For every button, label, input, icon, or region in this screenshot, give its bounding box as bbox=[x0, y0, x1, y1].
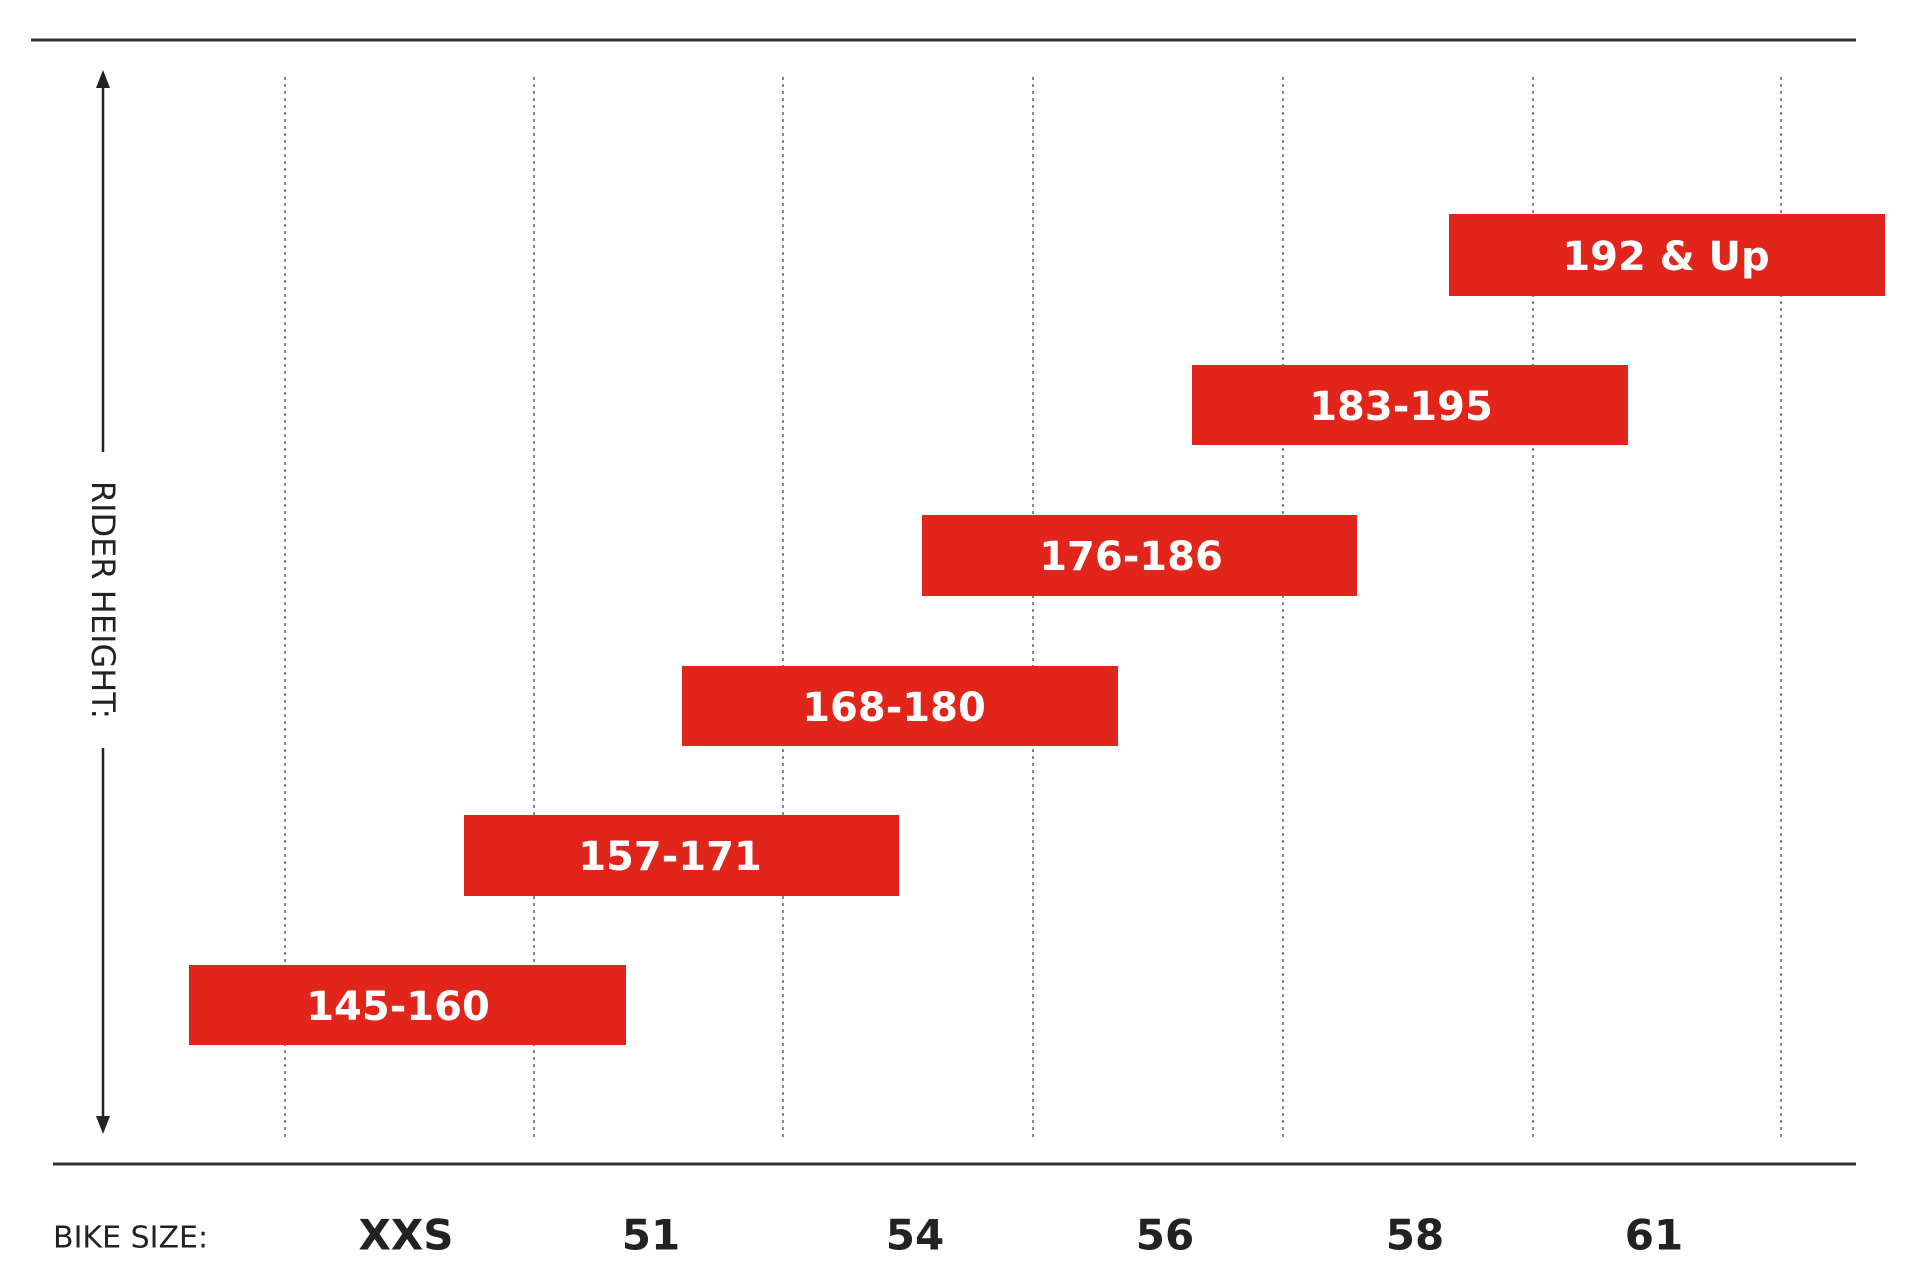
axis-label: RIDER HEIGHT: bbox=[84, 481, 122, 719]
size-label: BIKE SIZE: bbox=[53, 1221, 208, 1256]
size: 54 bbox=[886, 1211, 944, 1260]
range-label: 157-171 bbox=[578, 834, 762, 880]
range-label: 145-160 bbox=[306, 984, 490, 1030]
size: 61 bbox=[1625, 1211, 1683, 1260]
range-label: 176-186 bbox=[1039, 534, 1223, 580]
size: 58 bbox=[1386, 1211, 1444, 1260]
size: 51 bbox=[622, 1211, 680, 1260]
arrow-head bbox=[96, 70, 110, 88]
range-bar bbox=[1449, 214, 1885, 296]
range-bar bbox=[1192, 365, 1628, 445]
bars: 145-160 157-171 168-180 176-186 183-195 … bbox=[189, 214, 1885, 1045]
height-arrow: RIDER HEIGHT: bbox=[84, 70, 122, 1134]
arrow-head bbox=[96, 1116, 110, 1134]
sizes: XXS 51 54 56 58 61 bbox=[358, 1211, 1683, 1260]
range-bar bbox=[189, 965, 626, 1045]
range-label: 183-195 bbox=[1309, 384, 1493, 430]
range-label: 168-180 bbox=[802, 685, 986, 731]
size: 56 bbox=[1136, 1211, 1194, 1260]
range-bar bbox=[922, 515, 1357, 596]
range-label: 192 & Up bbox=[1562, 234, 1769, 280]
range-bar bbox=[682, 666, 1118, 746]
size: XXS bbox=[358, 1211, 453, 1260]
range-bar bbox=[464, 815, 899, 896]
